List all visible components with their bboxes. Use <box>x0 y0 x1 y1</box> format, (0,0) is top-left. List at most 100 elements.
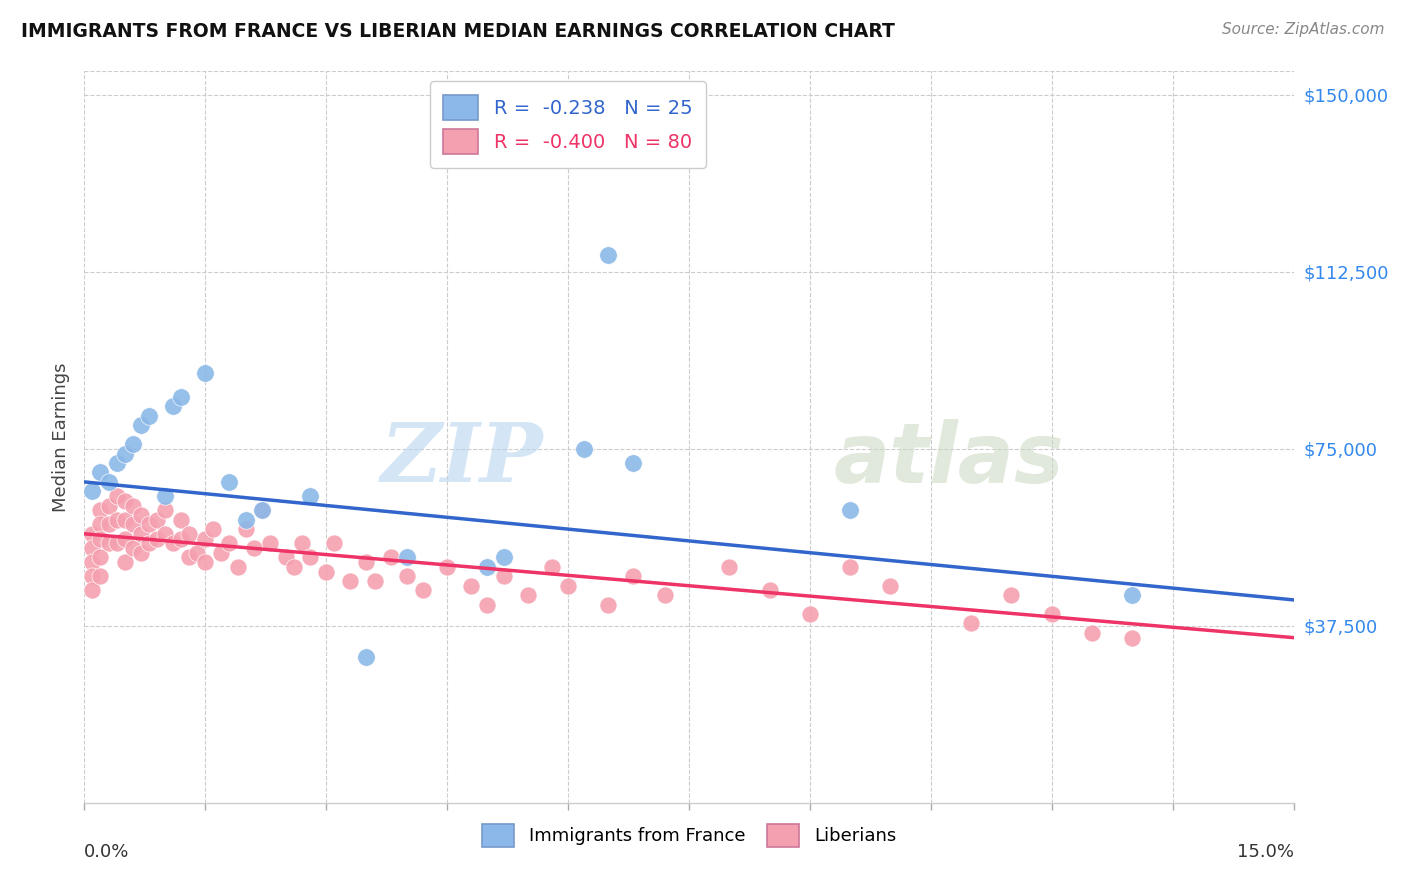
Point <box>315 565 337 579</box>
Point <box>654 588 676 602</box>
Text: ZIP: ZIP <box>381 419 544 499</box>
Point <box>356 555 378 569</box>
Point <box>879 579 901 593</box>
Point <box>153 503 176 517</box>
Point <box>153 489 176 503</box>
Point <box>1081 626 1104 640</box>
Point <box>194 555 217 569</box>
Point <box>380 550 402 565</box>
Point <box>218 475 240 489</box>
Point <box>572 442 595 456</box>
Y-axis label: Median Earnings: Median Earnings <box>52 362 70 512</box>
Point <box>97 475 120 489</box>
Point <box>356 649 378 664</box>
Point <box>339 574 361 588</box>
Point <box>82 555 104 569</box>
Point <box>960 616 983 631</box>
Point <box>170 532 193 546</box>
Point <box>105 489 128 503</box>
Point <box>291 536 314 550</box>
Point <box>121 437 143 451</box>
Point <box>299 489 322 503</box>
Point <box>299 550 322 565</box>
Point <box>82 569 104 583</box>
Point <box>162 400 184 414</box>
Point <box>170 390 193 404</box>
Point <box>89 517 111 532</box>
Point <box>146 513 169 527</box>
Point <box>250 503 273 517</box>
Point <box>598 248 620 262</box>
Point <box>259 536 281 550</box>
Point <box>179 550 201 565</box>
Point <box>114 532 136 546</box>
Point <box>97 517 120 532</box>
Point <box>839 559 862 574</box>
Point <box>194 367 217 381</box>
Point <box>114 555 136 569</box>
Point <box>209 546 232 560</box>
Text: atlas: atlas <box>834 418 1064 500</box>
Point <box>621 456 644 470</box>
Point <box>105 456 128 470</box>
Point <box>194 532 217 546</box>
Point <box>121 499 143 513</box>
Point <box>114 493 136 508</box>
Point <box>1121 588 1143 602</box>
Point <box>82 484 104 499</box>
Point <box>89 466 111 480</box>
Point <box>105 513 128 527</box>
Point <box>89 503 111 517</box>
Point <box>235 522 257 536</box>
Legend: Immigrants from France, Liberians: Immigrants from France, Liberians <box>472 814 905 856</box>
Point <box>89 569 111 583</box>
Point <box>82 526 104 541</box>
Point <box>1000 588 1022 602</box>
Point <box>1040 607 1063 621</box>
Point <box>226 559 249 574</box>
Point <box>621 569 644 583</box>
Point <box>363 574 385 588</box>
Point <box>799 607 821 621</box>
Point <box>89 532 111 546</box>
Point <box>557 579 579 593</box>
Point <box>492 569 515 583</box>
Point <box>283 559 305 574</box>
Point <box>146 532 169 546</box>
Point <box>839 503 862 517</box>
Point <box>162 536 184 550</box>
Text: 0.0%: 0.0% <box>84 843 129 861</box>
Point <box>250 503 273 517</box>
Point <box>202 522 225 536</box>
Point <box>218 536 240 550</box>
Point <box>138 409 160 423</box>
Point <box>170 513 193 527</box>
Point <box>718 559 741 574</box>
Point <box>235 513 257 527</box>
Point <box>138 517 160 532</box>
Point <box>541 559 564 574</box>
Point <box>598 598 620 612</box>
Point <box>179 526 201 541</box>
Point <box>492 550 515 565</box>
Point <box>129 546 152 560</box>
Point <box>186 546 208 560</box>
Point <box>114 513 136 527</box>
Point <box>121 517 143 532</box>
Point <box>516 588 538 602</box>
Point <box>758 583 780 598</box>
Point <box>97 536 120 550</box>
Point <box>477 559 499 574</box>
Point <box>460 579 482 593</box>
Point <box>412 583 434 598</box>
Text: 15.0%: 15.0% <box>1236 843 1294 861</box>
Point <box>105 536 128 550</box>
Point <box>323 536 346 550</box>
Point <box>129 418 152 433</box>
Point <box>82 583 104 598</box>
Point <box>114 447 136 461</box>
Text: Source: ZipAtlas.com: Source: ZipAtlas.com <box>1222 22 1385 37</box>
Point <box>121 541 143 555</box>
Point <box>436 559 458 574</box>
Point <box>129 508 152 522</box>
